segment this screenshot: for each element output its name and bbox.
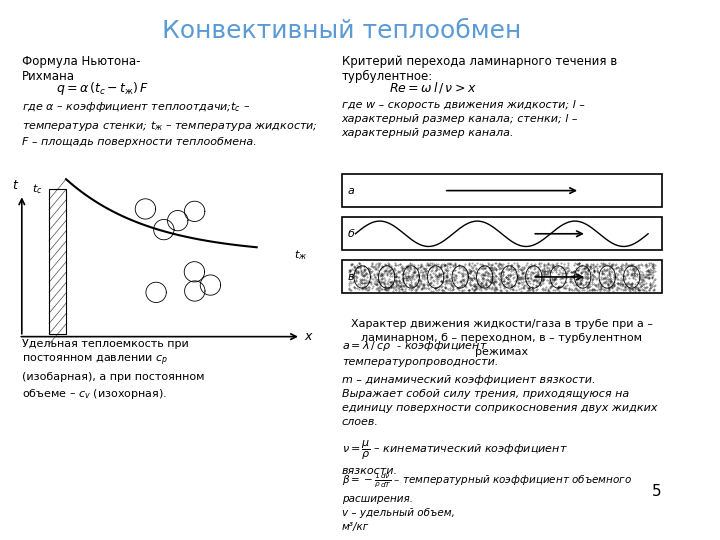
- Text: в: в: [347, 272, 354, 282]
- Text: Удельная теплоемкость при
постоянном давлении $c_p$
(изобарная), а при постоянно: Удельная теплоемкость при постоянном дав…: [22, 339, 204, 401]
- Text: $t_c$: $t_c$: [32, 183, 42, 196]
- Text: Критерий перехода ламинарного течения в
турбулентное:: Критерий перехода ламинарного течения в …: [342, 55, 617, 83]
- FancyBboxPatch shape: [342, 217, 662, 250]
- Text: $Re = \omega\,l\,/\,\nu > x$: $Re = \omega\,l\,/\,\nu > x$: [390, 80, 477, 95]
- Text: m – динамический коэффициент вязкости.
Выражает собой силу трения, приходящуюся : m – динамический коэффициент вязкости. В…: [342, 375, 657, 427]
- Text: где α – коэффициент теплоотдачи;$t_c$ –
температура стенки; $t_{ж}$ – температур: где α – коэффициент теплоотдачи;$t_c$ – …: [22, 100, 318, 147]
- Text: Формула Ньютона-
Рихмана: Формула Ньютона- Рихмана: [22, 55, 140, 83]
- Text: $q = \alpha\,(t_c - t_{\mathrm{ж}})\,F$: $q = \alpha\,(t_c - t_{\mathrm{ж}})\,F$: [56, 80, 149, 97]
- Text: Характер движения жидкости/газа в трубе при а –
ламинарном, б – переходном, в – : Характер движения жидкости/газа в трубе …: [351, 319, 653, 357]
- Text: а: а: [347, 186, 354, 195]
- Text: где w – скорость движения жидкости; l –
характерный размер канала; стенки; l –
х: где w – скорость движения жидкости; l – …: [342, 100, 585, 138]
- Text: $t_{ж}$: $t_{ж}$: [294, 248, 307, 262]
- Text: $a = \lambda\,/\,c\rho$  - коэффициент
температуропроводности.: $a = \lambda\,/\,c\rho$ - коэффициент те…: [342, 339, 498, 367]
- Text: 5: 5: [652, 484, 662, 499]
- Text: Конвективный теплообмен: Конвективный теплообмен: [162, 19, 521, 43]
- Text: t: t: [12, 179, 17, 192]
- Text: x: x: [305, 330, 312, 343]
- FancyBboxPatch shape: [342, 260, 662, 293]
- FancyBboxPatch shape: [342, 174, 662, 207]
- Text: $\nu = \dfrac{\mu}{\rho}$ – кинематический коэффициент
вязкости.: $\nu = \dfrac{\mu}{\rho}$ – кинематическ…: [342, 438, 567, 476]
- Text: $\beta = -\frac{1}{\rho}\frac{d\nu}{dT}$ – температурный коэффициент объемного
р: $\beta = -\frac{1}{\rho}\frac{d\nu}{dT}$…: [342, 471, 632, 532]
- Text: б: б: [347, 229, 354, 239]
